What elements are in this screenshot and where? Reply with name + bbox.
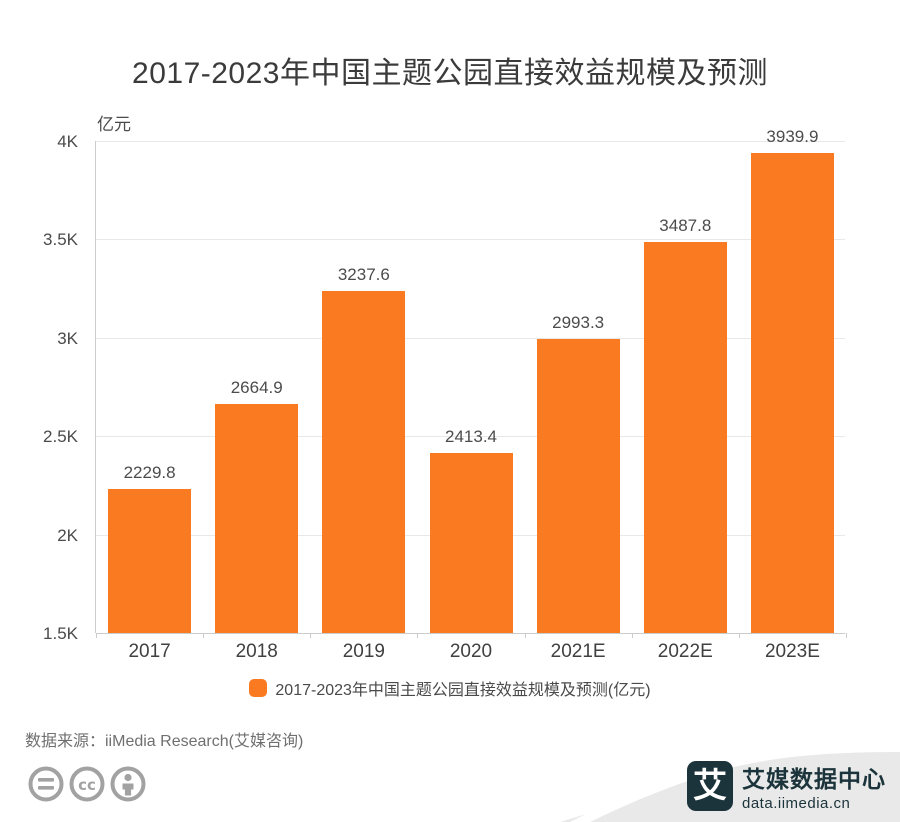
y-tick-label: 3K (57, 328, 78, 348)
x-axis-tick (310, 633, 312, 638)
chart-legend: 2017-2023年中国主题公园直接效益规模及预测(亿元) (0, 676, 900, 700)
legend-marker-swatch (249, 679, 268, 697)
equals-icon (28, 766, 64, 802)
gridline (96, 337, 845, 339)
svg-text:cc: cc (78, 776, 96, 794)
legend-series-label: 2017-2023年中国主题公园直接效益规模及预测(亿元) (275, 682, 651, 699)
bar-value-label: 2229.8 (123, 463, 176, 483)
x-tick-label: 2023E (764, 641, 820, 662)
bar-value-label: 3487.8 (659, 215, 712, 235)
x-axis-tick (203, 633, 205, 638)
x-tick-label: 2017 (128, 641, 171, 662)
x-tick-label: 2021E (550, 641, 606, 662)
brand-name: 艾媒数据中心 (742, 766, 886, 792)
x-axis-tick (524, 633, 526, 638)
bar-value-label: 2413.4 (445, 427, 497, 447)
license-icons: cc (28, 766, 146, 802)
bar-2022E (643, 241, 727, 633)
chart-title: 2017-2023年中国主题公园直接效益规模及预测 (132, 57, 768, 90)
person-icon (110, 766, 146, 802)
bar-2023E (750, 152, 834, 633)
x-axis-tick (96, 633, 97, 638)
bar-chart-plot-area: 2229.8 2017 2664.9 2018 3237.6 2019 2413.4 2020… (95, 127, 847, 662)
x-tick-label: 2018 (235, 641, 278, 662)
bar-2018 (215, 403, 299, 633)
bar-value-label: 2664.9 (230, 377, 283, 397)
cc-icon: cc (69, 766, 105, 802)
y-axis-unit-label: 亿元 (97, 115, 131, 134)
y-tick-label: 2.5K (43, 427, 78, 447)
x-tick-label: 2020 (449, 641, 493, 662)
bar-2020 (429, 453, 513, 633)
data-source-note: 数据来源：iiMedia Research(艾媒咨询) (25, 733, 304, 750)
bar-2017 (108, 489, 192, 633)
gridline (96, 436, 845, 438)
x-axis-tick (738, 633, 740, 638)
brand-text: 艾媒数据中心 data.iimedia.cn (742, 760, 886, 812)
bar-2019 (322, 291, 406, 633)
y-tick-label: 2K (57, 525, 78, 545)
bar-2021E (536, 339, 620, 633)
y-tick-label: 4K (57, 132, 78, 151)
x-axis-tick (417, 633, 419, 638)
iimedia-logo-icon: 艾 (687, 761, 733, 811)
x-tick-label: 2022E (657, 641, 713, 662)
bar-value-label: 3237.6 (337, 265, 390, 285)
bar-value-label: 2993.3 (552, 313, 605, 333)
x-tick-label: 2019 (342, 641, 385, 662)
y-tick-label: 1.5K (43, 624, 78, 643)
x-axis-line (96, 633, 845, 634)
gridline (96, 141, 845, 142)
brand-url: data.iimedia.cn (742, 795, 851, 812)
brand-block: 艾 艾媒数据中心 data.iimedia.cn (687, 760, 886, 812)
x-axis-tick (846, 633, 847, 638)
x-axis-tick (631, 633, 633, 638)
y-tick-label: 3.5K (43, 230, 78, 250)
gridline (96, 239, 845, 241)
bar-value-label: 3939.9 (766, 126, 819, 146)
